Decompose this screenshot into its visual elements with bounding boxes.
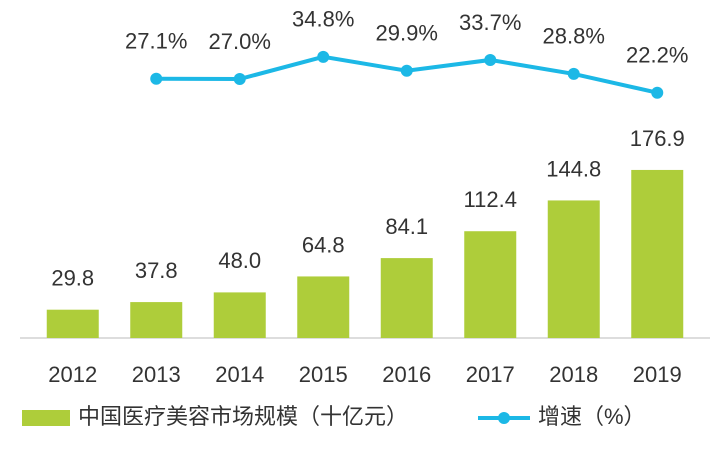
data-label: 27.0% — [209, 29, 271, 54]
x-tick-label: 2012 — [48, 362, 97, 387]
x-tick-label: 2015 — [299, 362, 348, 387]
bar — [297, 276, 350, 338]
x-tick-label: 2016 — [382, 362, 431, 387]
data-label: 48.0 — [218, 248, 261, 273]
bar — [464, 231, 517, 338]
data-label: 144.8 — [546, 156, 601, 181]
line-point — [484, 53, 497, 66]
line-point — [317, 50, 330, 63]
bar — [380, 258, 433, 338]
data-label: 34.8% — [292, 7, 354, 32]
bar — [130, 302, 183, 338]
data-label: 84.1 — [385, 214, 428, 239]
data-label: 29.9% — [376, 21, 438, 46]
data-label: 64.8 — [302, 232, 345, 257]
x-tick-label: 2013 — [132, 362, 181, 387]
line-point — [150, 72, 163, 85]
x-tick-label: 2014 — [215, 362, 264, 387]
data-label: 22.2% — [626, 43, 688, 68]
bar — [213, 292, 266, 338]
data-label: 37.8 — [135, 258, 178, 283]
data-label: 33.7% — [459, 10, 521, 35]
bar — [547, 200, 600, 338]
line-point — [651, 86, 664, 99]
data-label: 27.1% — [125, 29, 187, 54]
legend-label: 增速（%） — [538, 404, 646, 429]
data-label: 176.9 — [630, 126, 685, 151]
x-tick-label: 2018 — [549, 362, 598, 387]
data-label: 112.4 — [464, 187, 517, 212]
line-point — [567, 67, 580, 80]
line-point — [233, 73, 246, 86]
legend-swatch — [22, 410, 70, 426]
legend-swatch — [498, 412, 510, 424]
x-tick-label: 2019 — [633, 362, 682, 387]
bar — [631, 169, 684, 338]
legend-label: 中国医疗美容市场规模（十亿元） — [78, 404, 408, 429]
x-tick-label: 2017 — [466, 362, 515, 387]
data-label: 29.8 — [51, 266, 94, 291]
line-point — [400, 64, 413, 77]
data-label: 28.8% — [543, 24, 605, 49]
bar — [46, 309, 99, 338]
